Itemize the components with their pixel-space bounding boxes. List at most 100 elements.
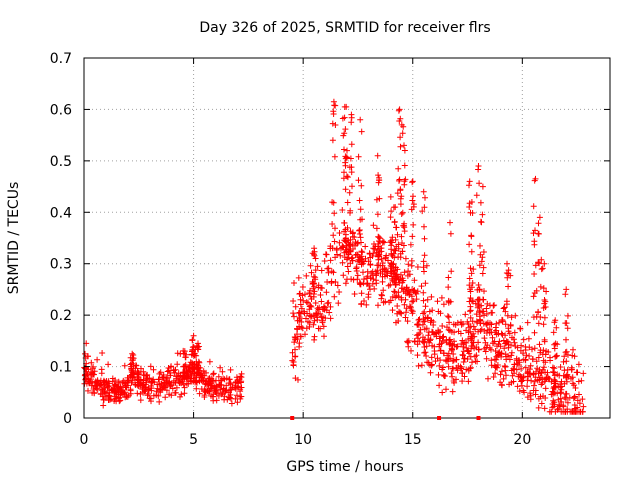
data-point [466,241,473,248]
data-point [397,201,404,208]
data-point [542,304,549,310]
data-point [212,389,219,395]
data-point [467,288,474,295]
data-point [318,267,325,274]
data-point [398,193,405,200]
data-point [373,280,380,287]
data-point [468,248,475,255]
data-point [303,272,310,279]
data-point [374,152,381,159]
data-point [344,224,351,231]
data-point [193,352,200,359]
data-point [358,290,365,297]
data-point [396,176,403,183]
data-point [89,389,96,396]
data-point [317,284,324,291]
data-point [531,345,538,352]
data-point [552,340,559,347]
data-point [524,369,531,376]
data-point [552,317,559,324]
data-point [359,216,365,223]
x-tick-label: 10 [294,432,312,448]
data-point [502,308,509,315]
data-point [564,399,571,406]
data-point [508,314,515,321]
data-point [312,274,319,281]
data-point [541,260,548,267]
data-point [540,285,547,292]
data-point [467,365,474,372]
data-point [323,289,330,296]
data-point [469,318,476,325]
data-point [180,369,187,376]
data-point [295,376,301,383]
data-point [505,283,512,290]
data-point [311,245,318,252]
data-point [435,327,442,334]
data-point [520,336,527,343]
data-point [180,363,187,370]
data-point [478,258,485,265]
data-point [373,270,380,277]
data-point [202,388,209,395]
data-point [424,315,431,322]
data-point [411,277,418,284]
data-point [297,333,304,340]
data-point [455,362,462,369]
data-point [503,270,510,276]
data-point [406,303,413,310]
data-point [539,265,546,272]
data-point [228,400,235,407]
data-point [205,382,212,388]
data-point [157,389,164,396]
data-point [451,379,458,386]
data-point [234,392,240,399]
data-point [153,388,160,395]
data-point [129,377,136,384]
data-point [156,381,163,388]
data-point [128,366,135,373]
data-point [343,173,350,180]
data-point [137,383,143,390]
data-point [521,389,528,396]
data-point [387,214,394,221]
data-point [563,358,570,365]
data-point [348,111,355,118]
data-point [375,234,382,241]
data-point [123,384,130,391]
data-point [107,396,114,403]
data-point [313,310,319,316]
data-point [303,315,309,322]
data-point [207,377,214,384]
data-point [457,330,464,337]
data-point [311,333,318,340]
data-point [470,266,477,273]
data-point [188,351,195,358]
data-point [395,165,402,172]
data-point [459,378,466,385]
data-point [495,341,502,348]
data-point [481,345,488,352]
data-point [423,262,430,269]
data-point [555,396,562,403]
data-point [376,177,383,183]
data-point [355,177,362,184]
data-point [445,314,452,321]
data-point [535,220,542,227]
data-point [437,310,444,317]
data-point [84,371,91,378]
data-point [517,325,524,332]
data-point [468,345,475,352]
data-point [198,377,204,383]
data-point [401,181,408,188]
data-point [407,304,414,311]
data-point [443,386,449,393]
data-point [398,233,405,240]
data-point [469,210,476,216]
data-point [448,370,455,377]
data-point [220,386,227,393]
data-point [421,223,427,230]
data-point [196,359,203,366]
x-tick-label: 20 [513,432,531,448]
